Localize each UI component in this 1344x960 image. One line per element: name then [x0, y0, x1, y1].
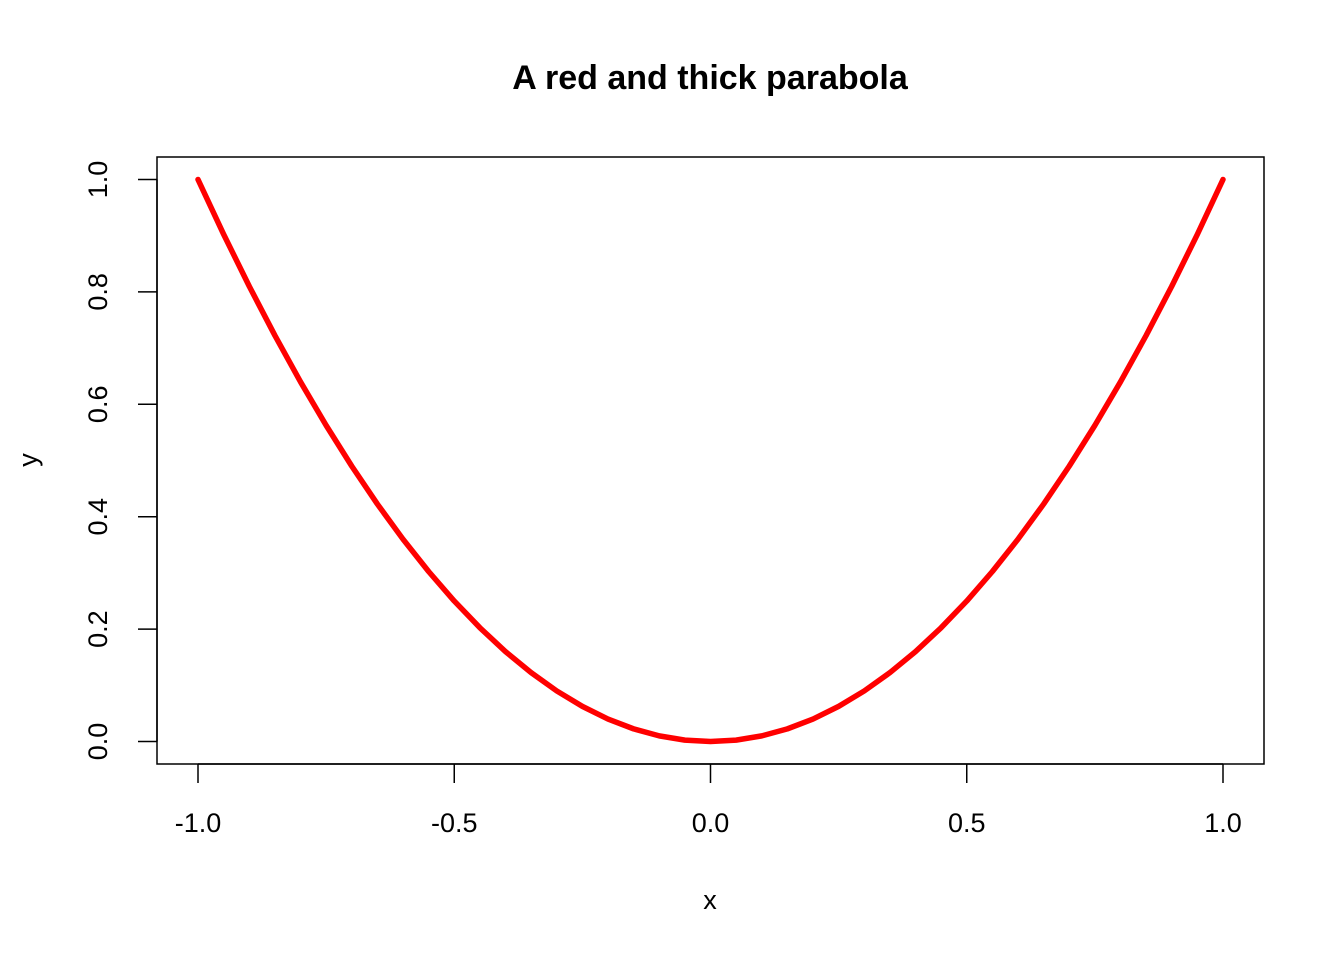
y-tick-label: 0.4 — [83, 498, 113, 536]
x-axis-label: x — [703, 885, 717, 915]
x-tick-label: -0.5 — [431, 808, 478, 838]
y-tick-label: 1.0 — [83, 161, 113, 199]
y-axis-label: y — [13, 453, 43, 467]
x-tick-label: 1.0 — [1204, 808, 1242, 838]
plot-frame — [156, 156, 1265, 765]
y-tick-label: 0.0 — [83, 723, 113, 761]
y-tick-label: 0.2 — [83, 610, 113, 648]
x-tick-label: 0.5 — [948, 808, 986, 838]
x-tick-label: -1.0 — [175, 808, 222, 838]
y-tick-label: 0.6 — [83, 386, 113, 424]
data-line — [195, 176, 1226, 745]
x-tick-label: 0.0 — [692, 808, 730, 838]
y-tick-label: 0.8 — [83, 273, 113, 311]
chart-title: A red and thick parabola — [512, 59, 909, 97]
